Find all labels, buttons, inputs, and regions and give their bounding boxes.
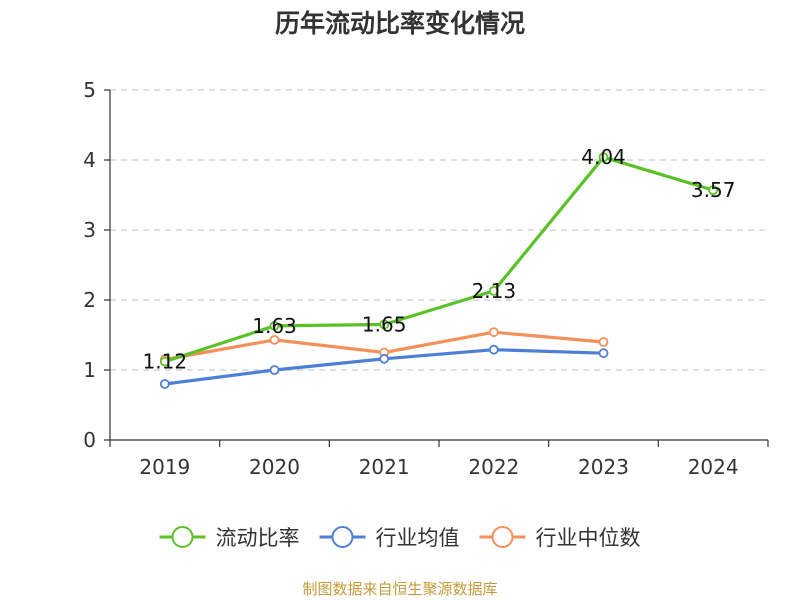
data-point (269, 365, 280, 375)
x-tick-label: 2019 (139, 455, 190, 479)
legend-label: 流动比率 (216, 526, 300, 550)
data-point (598, 337, 609, 347)
data-labels: 1.12 1.63 1.65 2.13 4.04 3.57 (143, 145, 736, 373)
series-line-0 (164, 155, 714, 364)
y-tick-label: 4 (83, 148, 96, 172)
data-point (269, 320, 280, 331)
data-point (159, 379, 170, 389)
data-label: 2.13 (472, 279, 517, 303)
legend-item-2: 行业中位数 (479, 526, 641, 550)
data-point (488, 344, 499, 355)
chart-title: 历年流动比率变化情况 (274, 9, 525, 38)
legend-swatch-marker (171, 526, 194, 548)
gridlines (110, 89, 768, 371)
legend-swatch-marker (331, 526, 354, 548)
data-point (598, 152, 609, 163)
x-tick-label: 2023 (578, 455, 629, 479)
legend-label: 行业中位数 (536, 526, 641, 550)
data-label: 1.65 (362, 313, 407, 337)
data-label: 1.63 (252, 314, 297, 338)
legend-label: 行业均值 (376, 526, 460, 550)
x-tick-label: 2020 (249, 455, 300, 479)
data-point (488, 285, 499, 296)
data-point (269, 334, 280, 345)
data-point (159, 356, 170, 367)
legend-item-1: 行业均值 (319, 526, 460, 550)
y-tick-label: 3 (83, 218, 96, 242)
data-point (379, 353, 390, 364)
legend-swatch-marker (491, 526, 514, 548)
x-tick-label: 2022 (468, 455, 519, 479)
y-tick-label: 5 (83, 78, 96, 102)
data-label: 1.12 (143, 350, 188, 374)
data-point (708, 185, 719, 196)
source-note: 制图数据来自恒生聚源数据库 (302, 580, 498, 598)
legend: 流动比率 行业均值 行业中位数 (159, 526, 641, 550)
x-tick-label: 2021 (359, 455, 410, 479)
y-tick-label: 0 (83, 428, 96, 452)
y-tick-label: 2 (83, 288, 96, 312)
legend-item-0: 流动比率 (159, 526, 300, 550)
x-tick-label: 2024 (688, 455, 739, 479)
data-label: 3.57 (691, 178, 736, 202)
data-point (379, 319, 390, 330)
series-lines (159, 152, 719, 389)
data-point (598, 348, 609, 359)
data-point (488, 327, 499, 338)
axes: 0 1 2 3 4 5 2019 2020 2021 2022 2023 2024 (83, 78, 769, 479)
y-tick-label: 1 (83, 358, 96, 382)
data-label: 4.04 (581, 145, 626, 169)
